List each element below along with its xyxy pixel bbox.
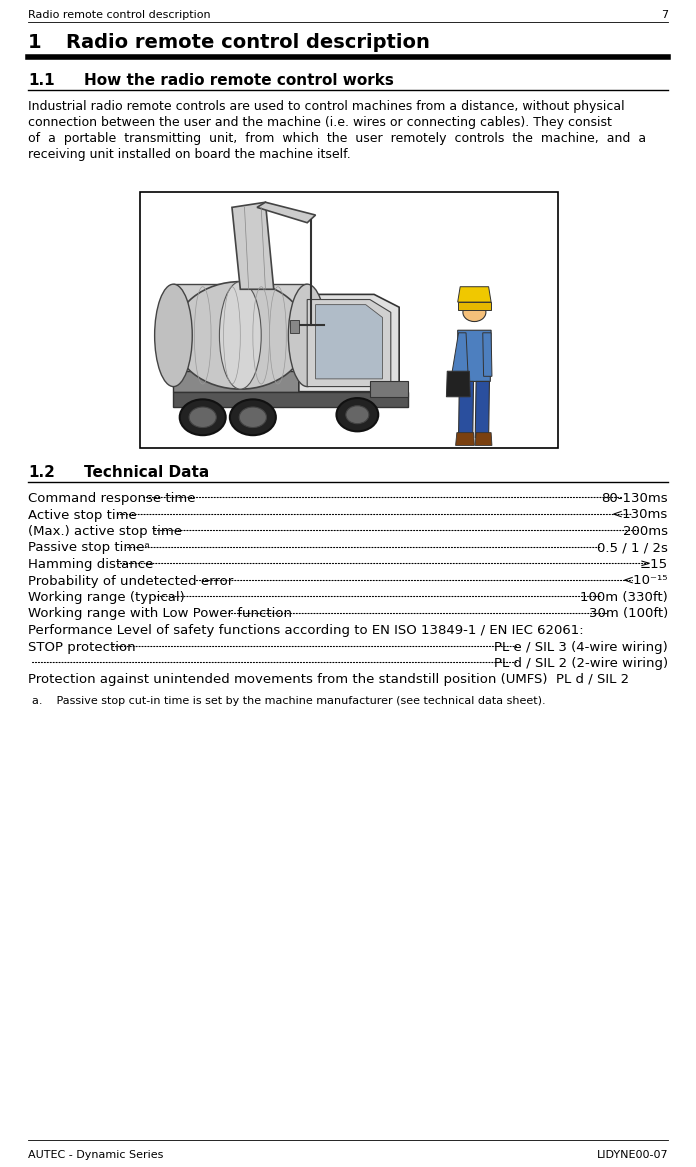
- Polygon shape: [483, 333, 492, 376]
- Text: Working range with Low Power function: Working range with Low Power function: [28, 608, 292, 621]
- Polygon shape: [299, 294, 400, 392]
- Text: PL d / SIL 2 (2-wire wiring): PL d / SIL 2 (2-wire wiring): [494, 657, 668, 670]
- Text: LIDYNE00-07: LIDYNE00-07: [596, 1149, 668, 1160]
- Text: Command response time: Command response time: [28, 492, 196, 505]
- Polygon shape: [257, 202, 315, 223]
- Text: of  a  portable  transmitting  unit,  from  which  the  user  remotely  controls: of a portable transmitting unit, from wh…: [28, 132, 646, 145]
- Ellipse shape: [155, 284, 192, 386]
- Text: Radio remote control description: Radio remote control description: [28, 11, 211, 20]
- Text: Radio remote control description: Radio remote control description: [66, 33, 430, 53]
- Text: How the radio remote control works: How the radio remote control works: [84, 74, 394, 88]
- Polygon shape: [458, 330, 491, 382]
- Ellipse shape: [173, 281, 307, 389]
- Ellipse shape: [463, 303, 486, 322]
- Polygon shape: [456, 433, 475, 446]
- Text: (Max.) active stop time: (Max.) active stop time: [28, 525, 182, 538]
- Text: 1.2: 1.2: [28, 464, 55, 480]
- Ellipse shape: [230, 399, 276, 435]
- Text: Technical Data: Technical Data: [84, 464, 209, 480]
- Text: Working range (typical): Working range (typical): [28, 591, 184, 605]
- Polygon shape: [452, 333, 468, 376]
- Text: receiving unit installed on board the machine itself.: receiving unit installed on board the ma…: [28, 148, 351, 161]
- Polygon shape: [458, 302, 491, 309]
- Text: 1.1: 1.1: [28, 74, 54, 88]
- Polygon shape: [290, 320, 299, 333]
- Text: Hamming distance: Hamming distance: [28, 558, 153, 571]
- Text: STOP protection: STOP protection: [28, 641, 136, 654]
- Text: Passive stop timeᵃ: Passive stop timeᵃ: [28, 541, 150, 554]
- Text: <130ms: <130ms: [612, 509, 668, 522]
- Text: 200ms: 200ms: [623, 525, 668, 538]
- Polygon shape: [475, 433, 492, 446]
- Text: Probability of undetected error: Probability of undetected error: [28, 574, 233, 587]
- Text: 100m (330ft): 100m (330ft): [580, 591, 668, 605]
- Ellipse shape: [346, 406, 369, 424]
- Polygon shape: [315, 305, 382, 379]
- Bar: [140, 193, 558, 448]
- Ellipse shape: [180, 399, 226, 435]
- Polygon shape: [232, 202, 274, 289]
- Text: Performance Level of safety functions according to EN ISO 13849-1 / EN IEC 62061: Performance Level of safety functions ac…: [28, 624, 584, 637]
- Ellipse shape: [336, 398, 378, 432]
- Text: a.    Passive stop cut-in time is set by the machine manufacturer (see technical: a. Passive stop cut-in time is set by th…: [32, 696, 546, 706]
- Text: Protection against unintended movements from the standstill position (UMFS)  PL : Protection against unintended movements …: [28, 673, 629, 686]
- Text: <10⁻¹⁵: <10⁻¹⁵: [622, 574, 668, 587]
- Text: AUTEC - Dynamic Series: AUTEC - Dynamic Series: [28, 1149, 164, 1160]
- Polygon shape: [459, 382, 473, 438]
- Polygon shape: [173, 371, 390, 392]
- Polygon shape: [446, 371, 470, 397]
- Text: 7: 7: [661, 11, 668, 20]
- Text: 30m (100ft): 30m (100ft): [589, 608, 668, 621]
- Ellipse shape: [239, 407, 267, 427]
- Text: 80-130ms: 80-130ms: [601, 492, 668, 505]
- Ellipse shape: [189, 407, 216, 427]
- Text: ≥15: ≥15: [640, 558, 668, 571]
- Polygon shape: [307, 300, 390, 386]
- Text: 1: 1: [28, 33, 42, 53]
- Text: Industrial radio remote controls are used to control machines from a distance, w: Industrial radio remote controls are use…: [28, 100, 624, 113]
- Polygon shape: [370, 382, 408, 397]
- Polygon shape: [173, 284, 307, 386]
- Polygon shape: [475, 382, 489, 438]
- Ellipse shape: [219, 281, 261, 389]
- Text: 0.5 / 1 / 2s: 0.5 / 1 / 2s: [597, 541, 668, 554]
- Polygon shape: [458, 287, 491, 302]
- Ellipse shape: [288, 284, 326, 386]
- Polygon shape: [173, 392, 408, 407]
- Text: Active stop time: Active stop time: [28, 509, 136, 522]
- Text: PL e / SIL 3 (4-wire wiring): PL e / SIL 3 (4-wire wiring): [494, 641, 668, 654]
- Text: connection between the user and the machine (i.e. wires or connecting cables). T: connection between the user and the mach…: [28, 116, 612, 130]
